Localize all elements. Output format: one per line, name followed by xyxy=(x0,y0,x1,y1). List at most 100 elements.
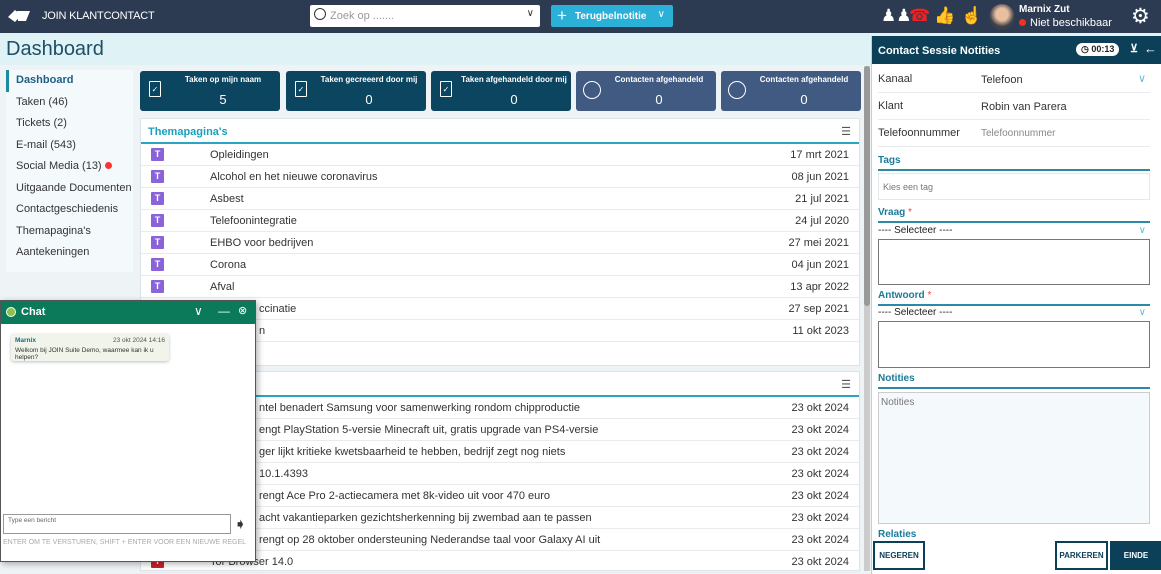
chevron-down-icon[interactable]: ∨ xyxy=(657,9,665,20)
status-dot-icon xyxy=(1019,19,1026,26)
table-row[interactable]: T Alcohol en het nieuwe coronavirus 08 jun… xyxy=(141,166,859,188)
table-row[interactable]: ntel benadert Samsung voor samenwerking … xyxy=(141,397,859,419)
tags-input[interactable]: Kies een tag xyxy=(878,173,1150,200)
chat-window: Chat ∨ — ⊗ Marnix 23 okt 2024 14:16 Welkom… xyxy=(0,300,256,562)
row-title[interactable]: 10.1.4393 xyxy=(259,468,308,480)
chevron-down-icon[interactable]: ∨ xyxy=(1137,73,1146,85)
table-row[interactable]: T Afval 13 apr 2022 xyxy=(141,276,859,298)
phone-icon[interactable]: ☎ xyxy=(909,6,931,25)
tag-badge-icon: T xyxy=(151,258,164,271)
minimize-icon[interactable]: — xyxy=(218,304,230,318)
close-icon[interactable]: ⊗ xyxy=(238,305,248,317)
einde-button[interactable]: EINDE xyxy=(1110,541,1161,570)
row-title[interactable]: Asbest xyxy=(210,193,244,205)
panel-header: Themapagina's ☰ xyxy=(141,119,859,144)
row-title[interactable]: rengt Ace Pro 2-actiecamera met 8k-video… xyxy=(259,490,551,502)
pin-icon[interactable]: ⊻ xyxy=(1130,43,1139,55)
card-contacten-afgehandeld[interactable]: Contacten afgehandeld 0 xyxy=(576,71,716,111)
card-contacten-afgehandeld-2[interactable]: Contacten afgehandeld 0 xyxy=(721,71,861,111)
chevron-down-icon[interactable]: ∨ xyxy=(1138,307,1146,318)
row-title[interactable]: Corona xyxy=(210,259,247,271)
user-status[interactable]: Niet beschikbaar xyxy=(1019,17,1112,29)
menu-icon[interactable]: ☰ xyxy=(841,379,851,391)
negeren-button[interactable]: NEGEREN xyxy=(873,541,925,570)
row-title[interactable]: Opleidingen xyxy=(210,149,269,161)
table-row[interactable]: T Asbest 21 jul 2021 xyxy=(141,188,859,210)
row-title[interactable]: Telefoonintegratie xyxy=(210,215,297,227)
message-sender: Marnix xyxy=(15,337,36,344)
table-row[interactable]: ccinatie 27 sep 2021 xyxy=(141,298,859,320)
table-row[interactable]: n 11 okt 2023 xyxy=(141,320,859,342)
chevron-down-icon[interactable]: ∨ xyxy=(1138,225,1146,236)
table-row[interactable]: engt PlayStation 5-versie Minecraft uit,… xyxy=(141,419,859,441)
table-row[interactable]: ger lijkt kritieke kwetsbaarheid te hebb… xyxy=(141,441,859,463)
antwoord-select[interactable]: ---- Selecteer ---- ∨ xyxy=(878,307,1150,323)
arrow-left-icon[interactable]: ← xyxy=(1144,41,1157,56)
parkeren-button[interactable]: PARKEREN xyxy=(1055,541,1108,570)
sidebar-item-tickets[interactable]: Tickets (2) xyxy=(16,117,67,129)
table-row[interactable]: T Opleidingen 17 mrt 2021 xyxy=(141,144,859,166)
table-row[interactable]: T EHBO voor bedrijven 27 mei 2021 xyxy=(141,232,859,254)
terugbelnotitie-button[interactable]: + Terugbelnotitie ∨ xyxy=(551,5,673,27)
card-taken-gecreeerd[interactable]: ✓ Taken gecreeerd door mij 0 xyxy=(286,71,426,111)
table-row[interactable]: rengt op 28 oktober ondersteuning Nedera… xyxy=(141,529,859,551)
message-text: Welkom bij JOIN Suite Demo, waarmee kan … xyxy=(15,347,154,361)
row-title[interactable]: rengt op 28 oktober ondersteuning Nedera… xyxy=(259,534,601,546)
sidebar-item-aantekeningen[interactable]: Aantekeningen xyxy=(16,246,90,258)
required-mark: * xyxy=(927,290,932,301)
sidebar-item-dashboard[interactable]: Dashboard xyxy=(6,70,133,92)
clipboard-check-icon: ✓ xyxy=(440,81,452,97)
vraag-textarea[interactable] xyxy=(878,239,1150,285)
table-row[interactable]: 10.1.4393 23 okt 2024 xyxy=(141,463,859,485)
touch-icon[interactable]: ☝ xyxy=(961,6,983,25)
session-timer: ◷ 00:13 xyxy=(1076,43,1120,56)
required-mark: * xyxy=(908,207,912,218)
row-date: 23 okt 2024 xyxy=(791,534,850,546)
row-date: 23 okt 2024 xyxy=(791,468,850,480)
table-row[interactable]: T Telefoonintegratie 24 jul 2020 xyxy=(141,210,859,232)
kanaal-field[interactable]: Kanaal Telefoon ∨ xyxy=(878,66,1150,93)
card-taken-op-mijn-naam[interactable]: ✓ Taken op mijn naam 5 xyxy=(140,71,280,111)
antwoord-textarea[interactable] xyxy=(878,321,1150,368)
main-scrollbar[interactable] xyxy=(864,66,870,571)
row-title[interactable]: n xyxy=(259,325,266,337)
clipboard-check-icon: ✓ xyxy=(149,81,161,97)
row-title[interactable]: engt PlayStation 5-versie Minecraft uit,… xyxy=(259,424,599,436)
chevron-down-icon[interactable]: ∨ xyxy=(526,8,534,19)
sidebar-item-email[interactable]: E-mail (543) xyxy=(16,138,76,151)
row-title[interactable]: ntel benadert Samsung voor samenwerking … xyxy=(259,402,581,414)
sidebar-item-uitgaande-documenten[interactable]: Uitgaande Documenten xyxy=(16,181,132,194)
send-icon[interactable]: ➧ xyxy=(234,516,247,533)
vraag-select[interactable]: ---- Selecteer ---- ∨ xyxy=(878,225,1150,241)
search-input[interactable]: Zoek op ....... ∨ xyxy=(310,5,540,27)
row-title[interactable]: acht vakantieparken gezichtsherkenning b… xyxy=(259,512,592,524)
contacts-icon[interactable]: ♟♟ xyxy=(881,6,912,25)
sidebar-item-taken[interactable]: Taken (46) xyxy=(16,95,68,108)
chat-input[interactable]: Type een bericht xyxy=(3,514,231,534)
sidebar-item-social-media[interactable]: Social Media (13) xyxy=(6,156,133,178)
row-title[interactable]: ccinatie xyxy=(259,303,297,315)
row-date: 11 okt 2023 xyxy=(792,325,849,337)
gear-icon[interactable]: ⚙ xyxy=(1131,5,1150,28)
sidebar-item-themapaginas[interactable]: Themapagina's xyxy=(16,224,91,237)
table-row[interactable]: T Corona 04 jun 2021 xyxy=(141,254,859,276)
chat-hint: ENTER OM TE VERSTUREN, SHIFT + ENTER VOO… xyxy=(3,539,247,546)
row-title[interactable]: ger lijkt kritieke kwetsbaarheid te hebb… xyxy=(259,446,566,458)
thumbs-up-icon[interactable]: 👍 xyxy=(934,6,956,25)
tag-badge-icon: T xyxy=(151,280,164,293)
field-label: Kanaal xyxy=(878,73,913,85)
chevron-down-icon[interactable]: ∨ xyxy=(194,304,203,318)
notities-textarea[interactable]: Notities xyxy=(878,392,1150,524)
telefoonnummer-field[interactable]: Telefoonnummer Telefoonnummer xyxy=(878,120,1150,147)
row-title[interactable]: EHBO voor bedrijven xyxy=(210,237,314,249)
row-title[interactable]: Afval xyxy=(210,281,235,293)
avatar[interactable] xyxy=(989,4,1015,30)
row-title[interactable]: Alcohol en het nieuwe coronavirus xyxy=(210,171,378,183)
sidebar-item-contactgeschiedenis[interactable]: Contactgeschiedenis xyxy=(16,203,119,215)
search-placeholder: Zoek op ....... xyxy=(330,10,395,22)
card-taken-afgehandeld[interactable]: ✓ Taken afgehandeld door mij 0 xyxy=(431,71,571,111)
menu-icon[interactable]: ☰ xyxy=(841,126,851,138)
table-row[interactable]: acht vakantieparken gezichtsherkenning b… xyxy=(141,507,859,529)
table-row[interactable]: rengt Ace Pro 2-actiecamera met 8k-video… xyxy=(141,485,859,507)
session-title: Contact Sessie Notities xyxy=(878,45,1001,57)
